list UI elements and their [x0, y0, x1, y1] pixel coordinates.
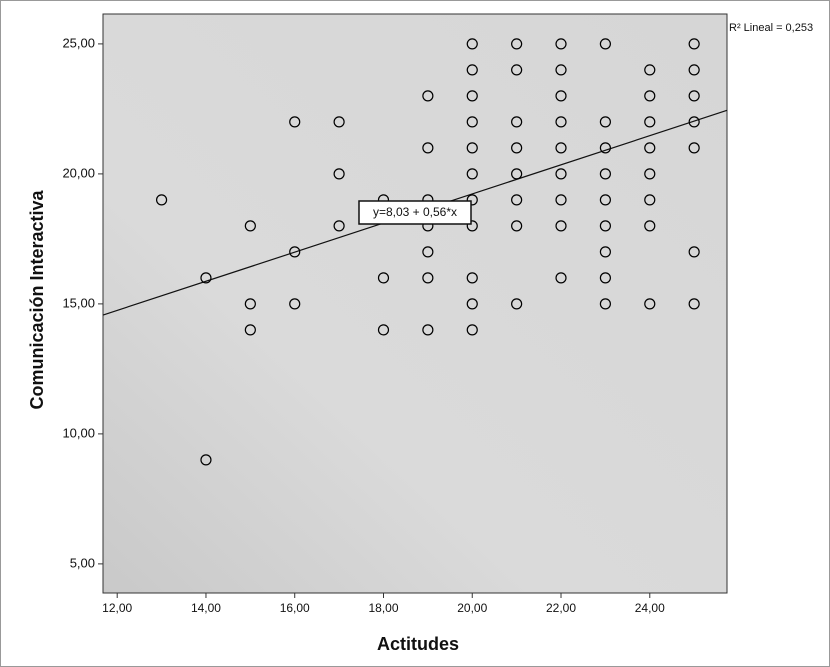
x-tick-label: 12,00 [102, 601, 132, 615]
x-tick-label: 22,00 [546, 601, 576, 615]
y-tick-label: 5,00 [70, 555, 95, 570]
chart: Actitudes Comunicación Interactiva R² Li… [0, 0, 830, 667]
r2-label: R² Lineal = 0,253 [729, 22, 813, 34]
plot-area [103, 14, 727, 593]
x-tick-label: 16,00 [280, 601, 310, 615]
y-tick-label: 20,00 [62, 165, 95, 180]
x-tick-label: 18,00 [368, 601, 398, 615]
page: Actitudes Comunicación Interactiva R² Li… [0, 0, 830, 667]
y-axis-title: Comunicación Interactiva [27, 189, 47, 409]
y-tick-label: 10,00 [62, 425, 95, 440]
x-tick-label: 14,00 [191, 601, 221, 615]
y-tick-label: 25,00 [62, 35, 95, 50]
fit-label: y=8,03 + 0,56*x [373, 205, 457, 219]
x-axis-title: Actitudes [377, 634, 459, 654]
x-tick-label: 20,00 [457, 601, 487, 615]
y-tick-label: 15,00 [62, 295, 95, 310]
x-tick-label: 24,00 [635, 601, 665, 615]
